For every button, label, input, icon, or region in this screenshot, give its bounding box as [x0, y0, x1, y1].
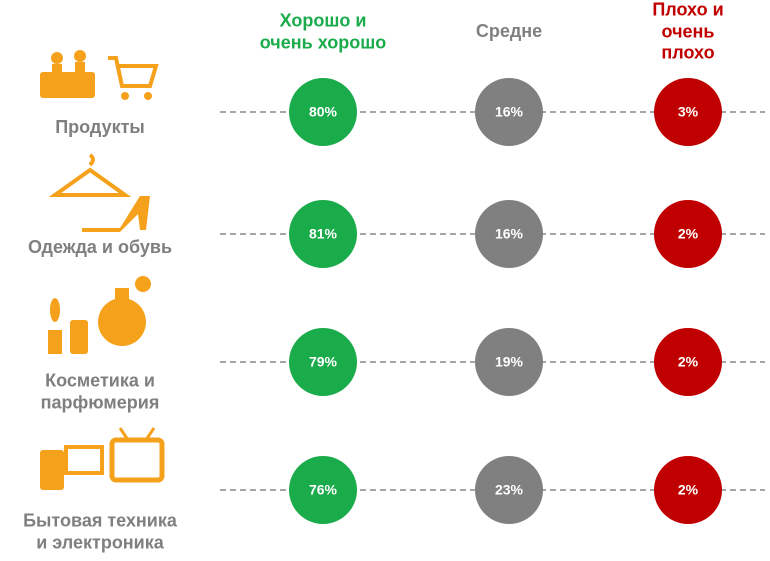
value-label: 80%	[308, 103, 338, 120]
bubble	[289, 78, 357, 146]
icon-perfume	[115, 288, 129, 300]
icon-bottle	[70, 320, 88, 354]
value-label: 81%	[308, 225, 338, 242]
value-label: 16%	[494, 225, 524, 242]
bubble	[654, 328, 722, 396]
icon-shoe	[82, 196, 150, 232]
category-label: Бытовая техника и электроника	[23, 510, 177, 552]
value-label: 76%	[308, 481, 338, 498]
value-label: 19%	[494, 353, 524, 370]
icon-hanger	[48, 153, 132, 197]
value-label: 79%	[308, 353, 338, 370]
icons	[40, 50, 165, 490]
icon-monitor	[64, 445, 104, 475]
value-label: 2%	[677, 225, 699, 242]
icon-lipstick	[48, 330, 62, 354]
category-label: Косметика и парфюмерия	[40, 370, 160, 412]
icon-phone	[40, 450, 64, 490]
bubble	[654, 456, 722, 524]
icon-perfume	[135, 276, 151, 292]
bubble	[475, 78, 543, 146]
icon-tv	[109, 437, 165, 483]
icon-cart	[108, 56, 159, 88]
column-header: Плохо и очень плохо	[652, 0, 724, 63]
icon-perfume	[98, 298, 146, 346]
category-label: Одежда и обувь	[27, 237, 173, 258]
bubble	[475, 456, 543, 524]
bubble	[475, 200, 543, 268]
value-label: 2%	[677, 481, 699, 498]
icon-person	[75, 62, 85, 72]
value-label: 3%	[677, 103, 699, 120]
bubble	[289, 200, 357, 268]
icon-person	[74, 50, 86, 62]
value-label: 2%	[677, 353, 699, 370]
bubble	[289, 328, 357, 396]
icon-person	[51, 52, 63, 64]
bubble	[289, 456, 357, 524]
value-label: 23%	[494, 481, 524, 498]
bubble	[475, 328, 543, 396]
icon-shelf	[40, 72, 95, 98]
bubble	[654, 78, 722, 146]
value-label: 16%	[494, 103, 524, 120]
icon-tv	[118, 427, 156, 441]
category-label: Продукты	[55, 117, 145, 138]
icon-cart	[121, 92, 129, 100]
icon-lipstick	[50, 298, 60, 322]
bubble	[654, 200, 722, 268]
column-header: Средне	[475, 21, 543, 42]
column-header: Хорошо и очень хорошо	[259, 10, 387, 52]
icon-cart	[144, 92, 152, 100]
icon-person	[52, 64, 62, 74]
